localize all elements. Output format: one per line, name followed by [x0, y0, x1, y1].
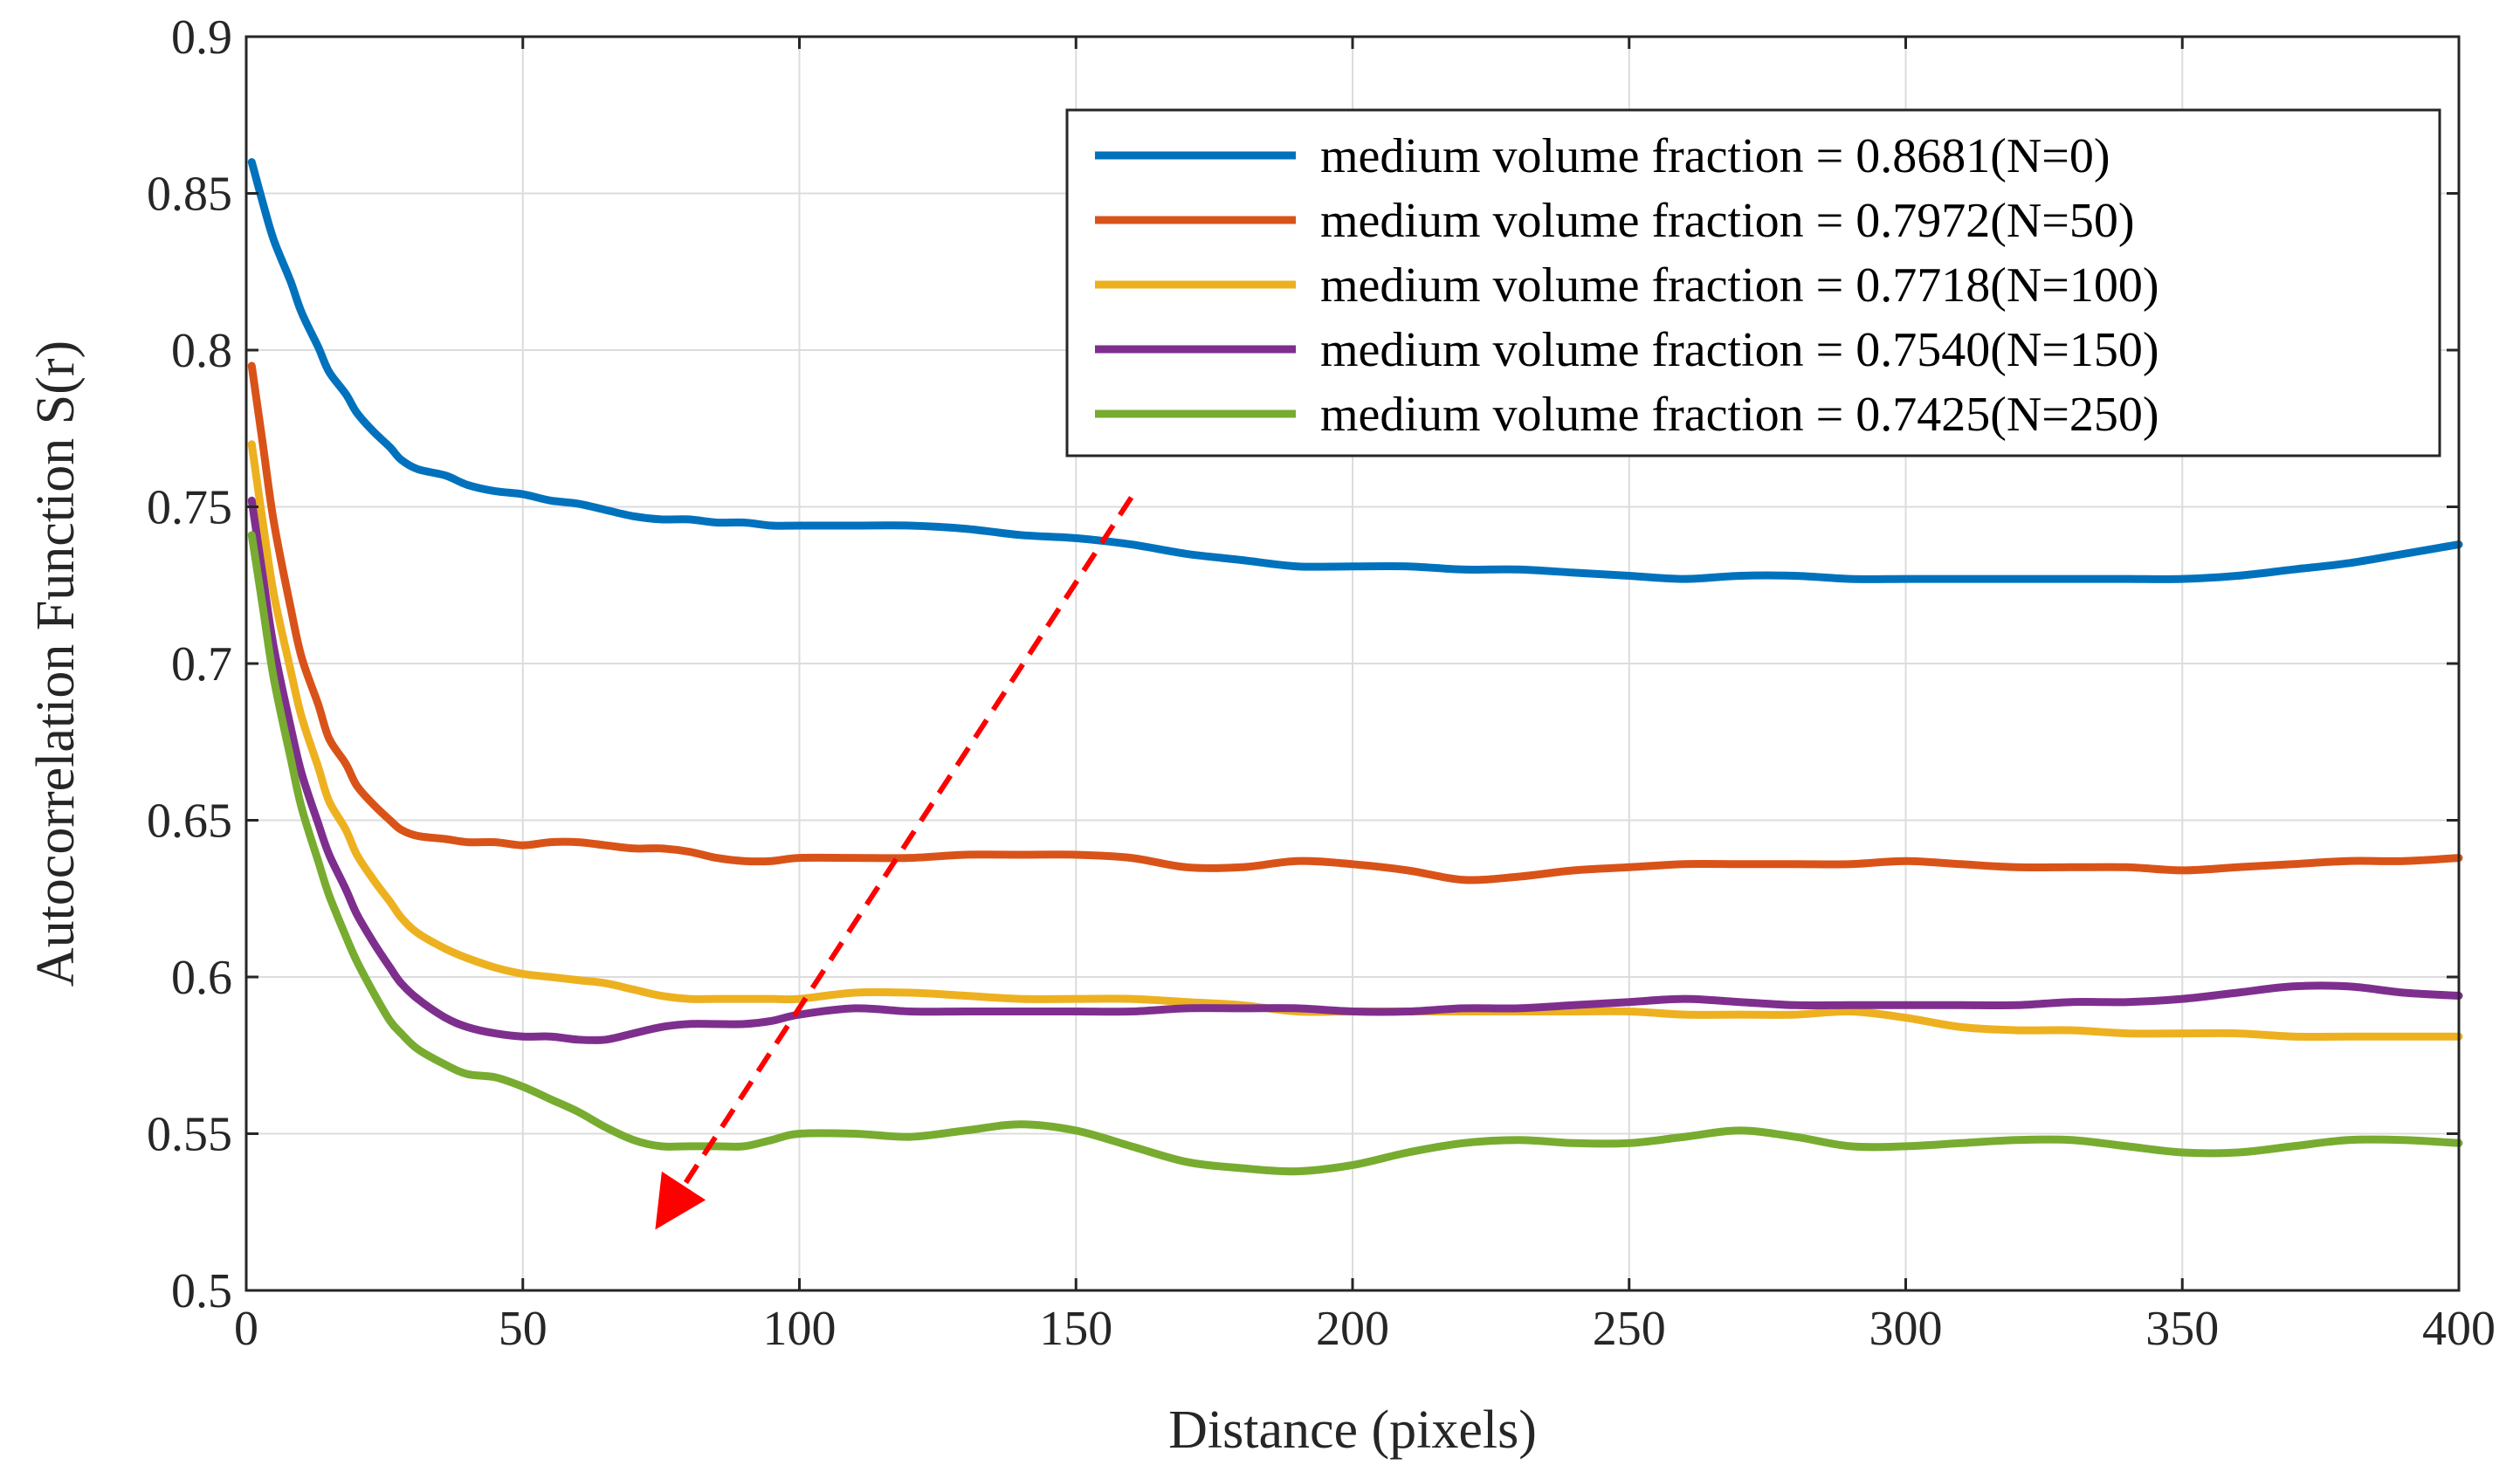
x-tick-label: 200: [1316, 1302, 1389, 1356]
x-tick-label: 350: [2145, 1302, 2219, 1356]
series-line-2: [247, 361, 2463, 884]
y-tick-label: 0.5: [171, 1264, 232, 1318]
legend-label-2: medium volume fraction = 0.7972(N=50): [1320, 194, 2135, 248]
x-tick-label: 50: [499, 1302, 547, 1356]
x-tick-label: 0: [234, 1302, 258, 1356]
y-tick-label: 0.55: [147, 1108, 232, 1162]
series-line-3: [247, 440, 2463, 1041]
y-tick-label: 0.8: [171, 324, 232, 378]
legend-label-1: medium volume fraction = 0.8681(N=0): [1320, 129, 2110, 183]
x-tick-label: 100: [763, 1302, 837, 1356]
y-tick-label: 0.65: [147, 795, 232, 849]
annotation-layer: [655, 496, 1134, 1230]
series-line-5: [247, 531, 2463, 1176]
x-tick-label: 400: [2422, 1302, 2496, 1356]
y-axis-title: Autocorrelation Function S(r): [26, 341, 86, 987]
series-line-1: [247, 158, 2463, 583]
trend-arrow: [655, 496, 1134, 1230]
legend-label-3: medium volume fraction = 0.7718(N=100): [1320, 258, 2159, 313]
x-tick-label: 150: [1039, 1302, 1112, 1356]
y-tick-label: 0.6: [171, 951, 232, 1005]
y-tick-label: 0.75: [147, 481, 232, 535]
series-layer: [247, 158, 2463, 1176]
y-tick-label: 0.85: [147, 168, 232, 222]
tick-layer: 0 50 100 150 200 250 300 350 400 0.5 0.55 0.6 0.65 0.…: [147, 10, 2496, 1356]
legend: medium volume fraction = 0.8681(N=0) medi…: [1065, 108, 2441, 457]
y-tick-label: 0.7: [171, 637, 232, 691]
legend-label-4: medium volume fraction = 0.7540(N=150): [1320, 323, 2159, 377]
x-tick-label: 300: [1869, 1302, 1943, 1356]
series-line-4: [247, 496, 2463, 1044]
y-tick-label: 0.9: [171, 10, 232, 65]
x-tick-label: 250: [1593, 1302, 1666, 1356]
legend-label-5: medium volume fraction = 0.7425(N=250): [1320, 388, 2159, 442]
x-axis-title: Distance (pixels): [1168, 1400, 1537, 1460]
